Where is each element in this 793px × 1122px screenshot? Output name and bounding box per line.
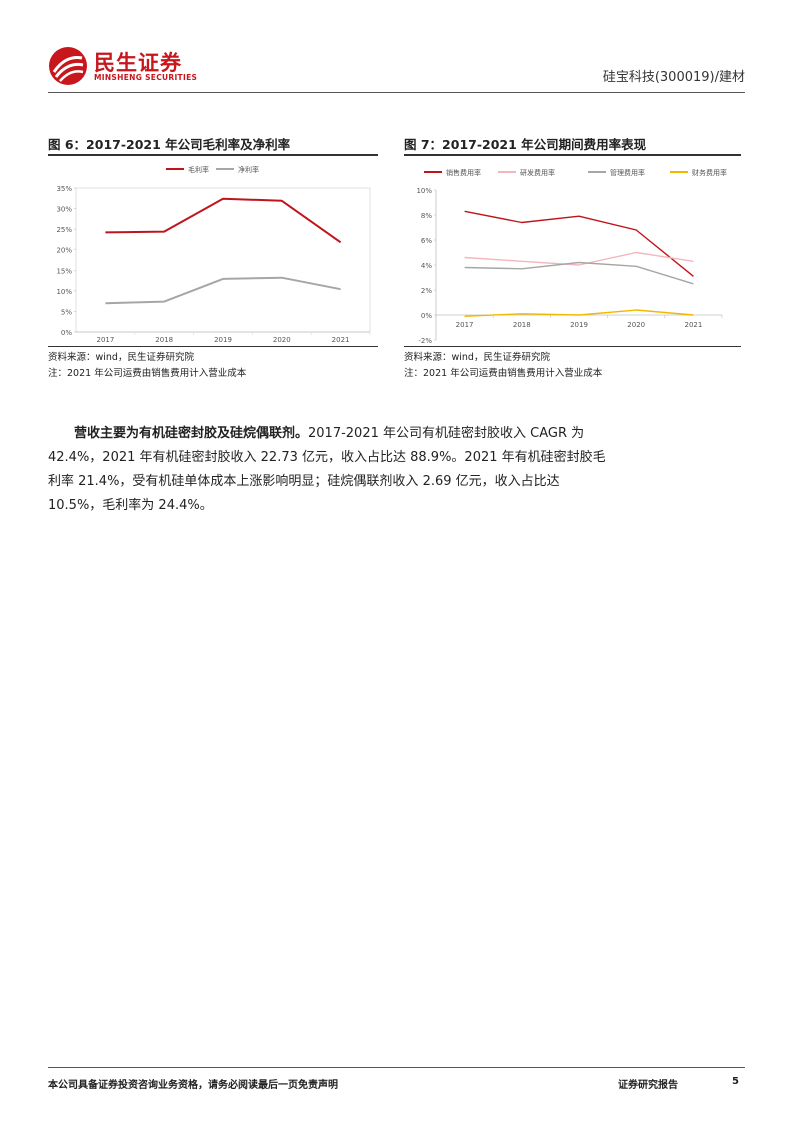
series-line-2 bbox=[105, 276, 341, 305]
y-tick-label: 20% bbox=[56, 247, 72, 255]
figure-6-title: 图 6：2017-2021 年公司毛利率及净利率 bbox=[48, 137, 291, 152]
figure-6-source: 资料来源：wind，民生证券研究院 bbox=[48, 352, 194, 363]
page-number: 5 bbox=[732, 1076, 739, 1087]
x-tick-label: 2017 bbox=[456, 321, 474, 329]
y-tick-label: 10% bbox=[56, 288, 72, 296]
figure-6: 图 6：2017-2021 年公司毛利率及净利率 0% 5% 10% 15% 20% 25… bbox=[48, 134, 378, 382]
y-tick-label: 8% bbox=[421, 212, 432, 220]
figure-6-note: 注：2021 年公司运费由销售费用计入营业成本 bbox=[48, 368, 247, 379]
company-logo: 民生证券 MINSHENG SECURITIES bbox=[48, 44, 198, 88]
y-tick-label: 0% bbox=[421, 312, 432, 320]
x-tick-label: 2018 bbox=[155, 336, 173, 344]
x-tick-label: 2021 bbox=[332, 336, 350, 344]
figure-7-source: 资料来源：wind，民生证券研究院 bbox=[404, 352, 550, 363]
series-line-1 bbox=[105, 197, 342, 244]
figure-6-top-rule bbox=[48, 154, 378, 156]
figure-6-bottom-rule bbox=[48, 346, 378, 347]
chart-expense-ratios: -2% 0% 2% 4% 6% 8% 10% 2017 2018 2019 2020 2021 销售费用… bbox=[416, 168, 727, 345]
x-tick-label: 2020 bbox=[273, 336, 291, 344]
figure-7-top-rule bbox=[404, 154, 741, 156]
y-tick-label: 5% bbox=[61, 308, 72, 316]
figure-7-title: 图 7：2017-2021 年公司期间费用率表现 bbox=[404, 137, 647, 152]
y-tick-label: 30% bbox=[56, 206, 72, 214]
series-line-3 bbox=[464, 261, 694, 285]
x-tick-label: 2020 bbox=[627, 321, 645, 329]
x-tick-label: 2019 bbox=[570, 321, 588, 329]
series-line-1 bbox=[464, 210, 694, 277]
x-tick-label: 2019 bbox=[214, 336, 232, 344]
document-title: 硅宝科技(300019)/建材 bbox=[602, 70, 745, 85]
y-tick-label: 6% bbox=[421, 237, 432, 245]
header-divider bbox=[48, 92, 745, 93]
y-tick-label: 25% bbox=[56, 226, 72, 234]
logo-text-en: MINSHENG SECURITIES bbox=[94, 73, 198, 82]
body-paragraph: 营收主要为有机硅密封胶及硅烷偶联剂。2017-2021 年公司有机硅密封胶收入 … bbox=[48, 422, 608, 518]
footer-divider bbox=[48, 1067, 745, 1068]
paragraph-lead: 营收主要为有机硅密封胶及硅烷偶联剂。 bbox=[74, 426, 309, 441]
series-line-2 bbox=[464, 251, 694, 266]
footer-report-type: 证券研究报告 bbox=[618, 1080, 678, 1091]
page-header: 民生证券 MINSHENG SECURITIES 硅宝科技(300019)/建材 bbox=[48, 44, 745, 94]
y-tick-label: 0% bbox=[61, 329, 72, 337]
legend-label: 毛利率 bbox=[188, 165, 209, 174]
y-tick-label: 2% bbox=[421, 287, 432, 295]
y-tick-label: 35% bbox=[56, 185, 72, 193]
legend-label: 研发费用率 bbox=[520, 168, 555, 177]
logo-mark-icon bbox=[49, 47, 87, 85]
footer-disclaimer: 本公司具备证券投资咨询业务资格，请务必阅读最后一页免责声明 bbox=[48, 1080, 338, 1091]
figure-7-bottom-rule bbox=[404, 346, 741, 347]
x-tick-label: 2018 bbox=[513, 321, 531, 329]
series-line-4 bbox=[464, 309, 694, 317]
legend-label: 销售费用率 bbox=[446, 168, 481, 177]
y-tick-label: 15% bbox=[56, 267, 72, 275]
chart-gross-net-margin: 0% 5% 10% 15% 20% 25% 30% 35% 2017 2018 2019 2020 20… bbox=[56, 165, 371, 344]
plot-frame bbox=[75, 187, 371, 333]
legend-label: 财务费用率 bbox=[692, 168, 727, 177]
legend-label: 净利率 bbox=[238, 165, 259, 174]
legend-label: 管理费用率 bbox=[610, 168, 645, 177]
y-tick-label: -2% bbox=[418, 337, 432, 345]
x-tick-label: 2017 bbox=[96, 336, 114, 344]
y-tick-label: 10% bbox=[416, 187, 432, 195]
x-tick-label: 2021 bbox=[684, 321, 702, 329]
logo-text-cn: 民生证券 bbox=[94, 51, 182, 75]
y-tick-label: 4% bbox=[421, 262, 432, 270]
paragraph-text: 2017-2021 年公司有机硅密封胶收入 CAGR 为 42.4%，2021 … bbox=[48, 426, 606, 513]
figure-7: 图 7：2017-2021 年公司期间费用率表现 -2% 0% 2% 4% 6% 8% 10… bbox=[404, 134, 741, 382]
figure-7-note: 注：2021 年公司运费由销售费用计入营业成本 bbox=[404, 368, 603, 379]
